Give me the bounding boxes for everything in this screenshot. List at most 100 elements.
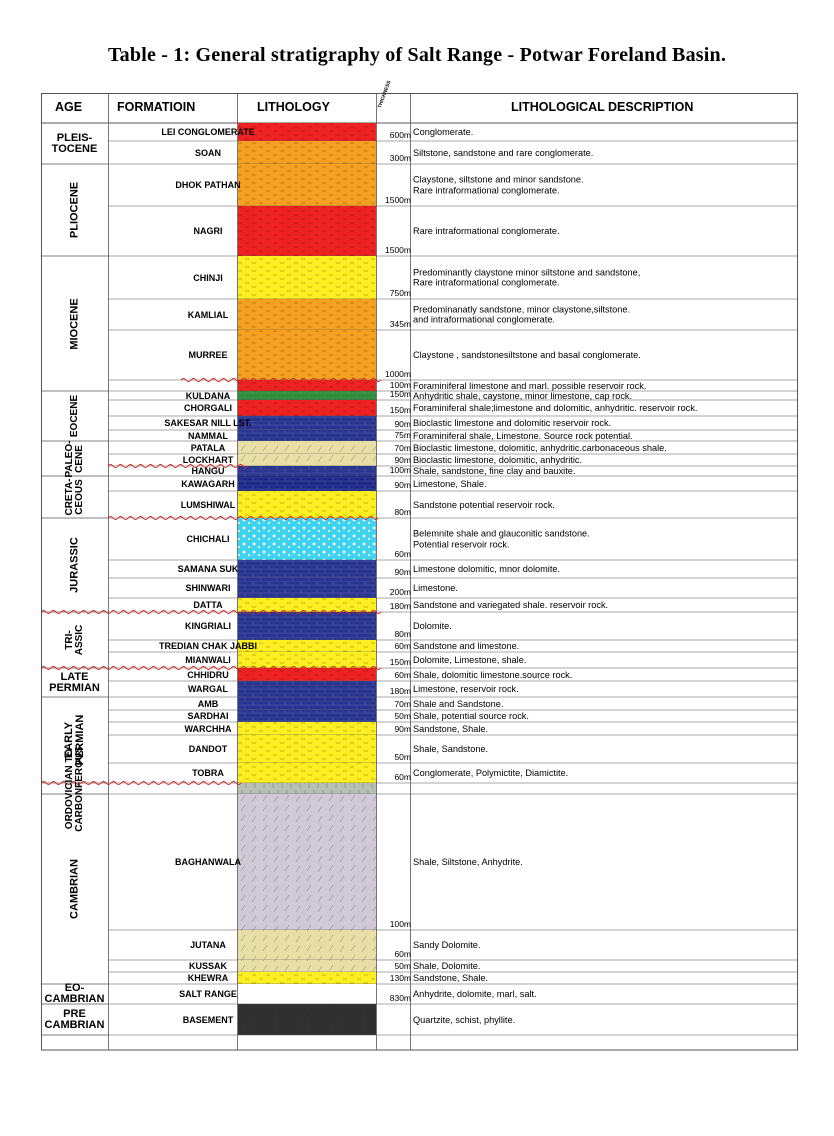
age-label: ORDOVICIAN TO CARBONFEROUS xyxy=(63,745,85,832)
thickness-value: 200m xyxy=(389,587,411,597)
unconformity-line xyxy=(40,781,242,785)
formation-name: DHOK PATHAN xyxy=(175,180,241,190)
age-label: PLIOCENE xyxy=(68,181,80,239)
formation-name: LEI CONGLOMERATE xyxy=(161,127,255,137)
age-label: JURASSIC xyxy=(68,537,80,593)
thickness-value: 100m xyxy=(389,465,411,475)
lithological-description: Limestone dolomitic, mnor dolomite. xyxy=(413,563,561,574)
formation-name: LUMSHIWAL xyxy=(180,499,236,510)
thickness-value: 345m xyxy=(389,319,411,329)
thickness-value: 75m xyxy=(394,430,411,440)
formation-name: KINGRIALI xyxy=(185,621,231,631)
thickness-value: 80m xyxy=(394,507,411,517)
age-label: PRE CAMBRIAN xyxy=(44,1007,105,1031)
lithological-description: Sandstone potential reservoir rock. xyxy=(413,499,555,510)
formation-name: KULDANA xyxy=(185,390,231,401)
header-description: LITHOLOGICAL DESCRIPTION xyxy=(511,100,694,114)
lithological-description: Limestone, reservoir rock. xyxy=(413,683,519,694)
age-label: MIOCENE xyxy=(68,297,80,350)
thickness-value: 70m xyxy=(394,699,411,709)
lithological-description: Sandy Dolomite. xyxy=(413,939,481,950)
lithological-description: Predominanatly sandstone, minor clayston… xyxy=(413,304,631,325)
thickness-value: 60m xyxy=(394,641,411,651)
thickness-value: 90m xyxy=(394,724,411,734)
formation-name: BASEMENT xyxy=(182,1014,234,1025)
formation-name: DANDOT xyxy=(188,744,228,754)
formation-name: NAGRI xyxy=(193,226,223,236)
header-lithology: LITHOLOGY xyxy=(257,100,330,114)
lithological-description: Dolomite. xyxy=(413,620,452,631)
formation-name: DATTA xyxy=(193,600,223,610)
table-border xyxy=(41,93,798,1051)
lithological-description: Shale, Sandstone. xyxy=(413,743,489,754)
header-formation: FORMATIOIN xyxy=(117,100,196,114)
formation-name: TREDIAN CHAK JABBI xyxy=(158,641,257,651)
thickness-value: 1000m xyxy=(385,369,411,379)
formation-name: SARDHAI xyxy=(187,711,229,721)
lithological-description: Bioclastic limestone, dolomitic, anhydri… xyxy=(413,454,583,465)
formation-name: KHEWRA xyxy=(187,973,229,983)
lithological-description: Bioclastic limestone and dolomitic reser… xyxy=(413,417,612,428)
thickness-value: 600m xyxy=(389,130,411,140)
thickness-value: 90m xyxy=(394,419,411,429)
unconformity-line xyxy=(180,378,382,382)
age-label: CRETA- CEOUS xyxy=(63,478,85,516)
thickness-value: 180m xyxy=(389,601,411,611)
age-label: CAMBRIAN xyxy=(68,859,80,919)
thickness-value: 300m xyxy=(389,153,411,163)
thickness-value: 90m xyxy=(394,480,411,490)
age-label: TRI- ASSIC xyxy=(63,624,85,656)
unconformity-line xyxy=(40,610,382,614)
formation-name: HANGU xyxy=(191,466,225,476)
thickness-value: 100m xyxy=(389,380,411,390)
table-grid xyxy=(40,93,798,1051)
thickness-value: 150m xyxy=(389,389,411,399)
formation-name: SALT RANGE xyxy=(179,989,237,999)
age-label: EOCENE xyxy=(68,394,80,438)
lithological-description: Conglomerate, Polymictite, Diamictite. xyxy=(413,767,569,778)
thickness-value: 60m xyxy=(394,772,411,782)
lithological-description: Predominantly claystone minor siltstone … xyxy=(413,267,641,288)
age-label: PALEO- CENE xyxy=(63,439,85,478)
formation-name: CHHIDRU xyxy=(187,669,229,680)
lithological-description: Claystone, siltstone and minor sandstone… xyxy=(413,174,584,196)
age-label: PLEIS- TOCENE xyxy=(51,131,98,155)
lithological-description: Sandstone and variegated shale. reservoi… xyxy=(413,599,609,610)
formation-name: CHICHALI xyxy=(186,534,230,544)
formation-name: SAMANA SUK xyxy=(177,564,239,574)
thickness-value: 830m xyxy=(389,993,411,1003)
formation-name: NAMMAL xyxy=(188,430,228,441)
formation-name: KAWAGARH xyxy=(181,478,235,489)
thickness-value: 1500m xyxy=(385,195,411,205)
thickness-value: 100m xyxy=(389,919,411,929)
unconformity-line xyxy=(107,464,249,468)
page-title: Table - 1: General stratigraphy of Salt … xyxy=(107,44,727,66)
unconformity-line xyxy=(40,666,382,670)
lithological-description: Shale and Sandstone. xyxy=(413,698,504,709)
thickness-value: 60m xyxy=(394,549,411,559)
thickness-value: 90m xyxy=(394,455,411,465)
lithological-description: Shale, Dolomite. xyxy=(413,960,481,971)
thickness-value: 1500m xyxy=(385,245,411,255)
lithological-description: Claystone , sandstonesiltstone and basal… xyxy=(413,349,641,360)
thickness-value: 150m xyxy=(389,405,411,415)
thickness-value: 50m xyxy=(394,711,411,721)
lithological-description: Shale, Siltstone, Anhydrite. xyxy=(413,856,523,867)
lithological-description: Limestone, Shale. xyxy=(413,478,487,489)
formation-name: MURREE xyxy=(188,350,228,360)
lithological-description: Foraminiferal shale, Limestone. Source r… xyxy=(413,430,633,441)
formation-name: JUTANA xyxy=(190,940,226,950)
thickness-value: 180m xyxy=(389,686,411,696)
formation-name: KAMLIAL xyxy=(187,309,229,320)
thickness-value: 70m xyxy=(394,443,411,453)
formation-name: CHORGALI xyxy=(184,403,232,413)
thickness-value: 150m xyxy=(389,657,411,667)
lithological-description: Sandstone, Shale. xyxy=(413,723,489,734)
header-age: AGE xyxy=(55,100,83,114)
formation-name: BAGHANWALA xyxy=(175,857,241,867)
lithological-description: Sandstone, Shale. xyxy=(413,972,489,983)
formation-name: KUSSAK xyxy=(188,961,227,971)
thickness-value: 750m xyxy=(389,288,411,298)
thickness-value: 90m xyxy=(394,567,411,577)
thickness-value: 80m xyxy=(394,629,411,639)
